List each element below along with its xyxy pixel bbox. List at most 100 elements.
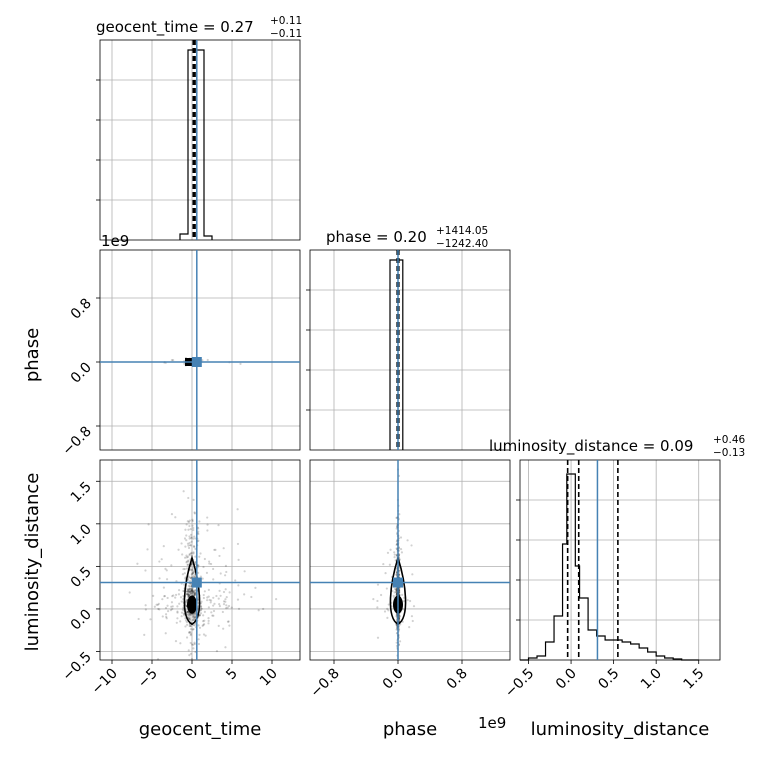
y-tick-label: 1.5	[68, 479, 95, 506]
sample-point	[243, 570, 246, 573]
sample-point	[191, 569, 194, 572]
sample-point	[227, 604, 231, 608]
sample-point	[188, 590, 192, 594]
sample-point	[406, 599, 409, 602]
sample-point	[398, 640, 402, 643]
sample-point	[128, 591, 131, 594]
sample-point	[225, 607, 228, 610]
y-tick-label: 0.8	[68, 296, 95, 323]
sample-point	[217, 597, 220, 600]
sample-point	[144, 608, 147, 611]
sample-point	[275, 598, 278, 601]
sample-point	[236, 508, 239, 511]
sample-point	[202, 596, 205, 600]
sample-point	[234, 579, 237, 582]
sample-point	[201, 624, 204, 627]
sample-point	[222, 600, 226, 603]
sample-point	[170, 605, 173, 608]
sample-point	[184, 617, 187, 620]
sample-point	[406, 539, 409, 542]
sample-point	[183, 567, 186, 571]
sample-point	[206, 516, 209, 519]
sample-point	[186, 623, 189, 626]
sample-point	[194, 547, 197, 550]
sample-point	[157, 607, 160, 611]
sample-point	[193, 593, 197, 596]
x-tick-label: −10	[89, 666, 121, 698]
sample-point	[217, 624, 220, 627]
sample-point	[382, 562, 385, 566]
sample-point	[394, 559, 397, 562]
sample-point	[211, 614, 214, 617]
sample-point	[186, 610, 189, 614]
sample-point	[198, 633, 201, 636]
sample-point	[185, 539, 188, 542]
sample-point	[225, 604, 228, 607]
y-tick-label: −0.8	[59, 424, 94, 459]
sample-point	[197, 624, 200, 627]
sample-point	[412, 605, 416, 608]
sample-point	[182, 612, 185, 615]
sample-point	[180, 542, 183, 545]
sample-point	[189, 592, 193, 595]
sample-point	[192, 627, 195, 631]
sample-point	[199, 552, 202, 555]
xlabel-phase: phase	[383, 719, 437, 740]
sample-point	[187, 588, 190, 591]
sample-point	[190, 588, 193, 591]
sample-point	[398, 513, 401, 516]
sample-point	[206, 358, 209, 362]
sample-point	[222, 603, 226, 606]
sample-point	[192, 614, 195, 618]
sample-point	[206, 529, 209, 532]
sample-point	[398, 615, 401, 618]
sample-point	[187, 546, 191, 550]
sample-point	[192, 545, 196, 548]
x-tick-label: 1.0	[638, 666, 665, 693]
sample-point	[194, 575, 197, 579]
sample-point	[225, 570, 228, 574]
sample-point	[181, 608, 184, 611]
sample-point	[189, 568, 192, 571]
sample-point	[155, 603, 158, 606]
sample-point	[193, 593, 196, 596]
sample-point	[395, 593, 398, 596]
sample-point	[194, 589, 197, 592]
sample-point	[189, 528, 192, 531]
sample-point	[165, 569, 168, 572]
sample-point	[387, 609, 390, 612]
sample-point	[158, 577, 161, 580]
sample-point	[188, 589, 191, 593]
sample-point	[395, 588, 398, 591]
sample-point	[236, 542, 240, 546]
sample-point	[192, 614, 195, 617]
sample-point	[201, 577, 204, 580]
sample-point	[187, 591, 190, 594]
y-tick-label: 0.0	[68, 360, 95, 387]
sample-point	[212, 614, 215, 617]
sample-point	[193, 535, 196, 538]
ylabel-luminosity-distance: luminosity_distance	[22, 473, 43, 652]
svg-text:phase = 0.20: phase = 0.20	[326, 228, 427, 246]
y-tick-label: 1.0	[68, 521, 95, 548]
sample-point	[188, 587, 191, 590]
sample-point	[149, 618, 152, 621]
sample-point	[188, 524, 191, 528]
sample-point	[207, 617, 210, 620]
svg-text:−1242.40: −1242.40	[436, 238, 488, 250]
sample-point	[187, 589, 190, 592]
sample-point	[197, 599, 200, 602]
sample-point	[174, 593, 178, 596]
svg-text:geocent_time = 0.27: geocent_time = 0.27	[96, 18, 254, 37]
sample-point	[184, 528, 187, 531]
sample-point	[395, 547, 398, 550]
sample-point	[171, 607, 174, 611]
panel-frame	[519, 459, 721, 661]
hist-phase	[389, 259, 404, 450]
sample-point	[224, 600, 227, 603]
sample-point	[189, 631, 192, 634]
sample-point	[190, 589, 193, 592]
sample-point	[199, 605, 203, 608]
sample-point	[215, 649, 219, 653]
sample-point	[185, 636, 189, 639]
